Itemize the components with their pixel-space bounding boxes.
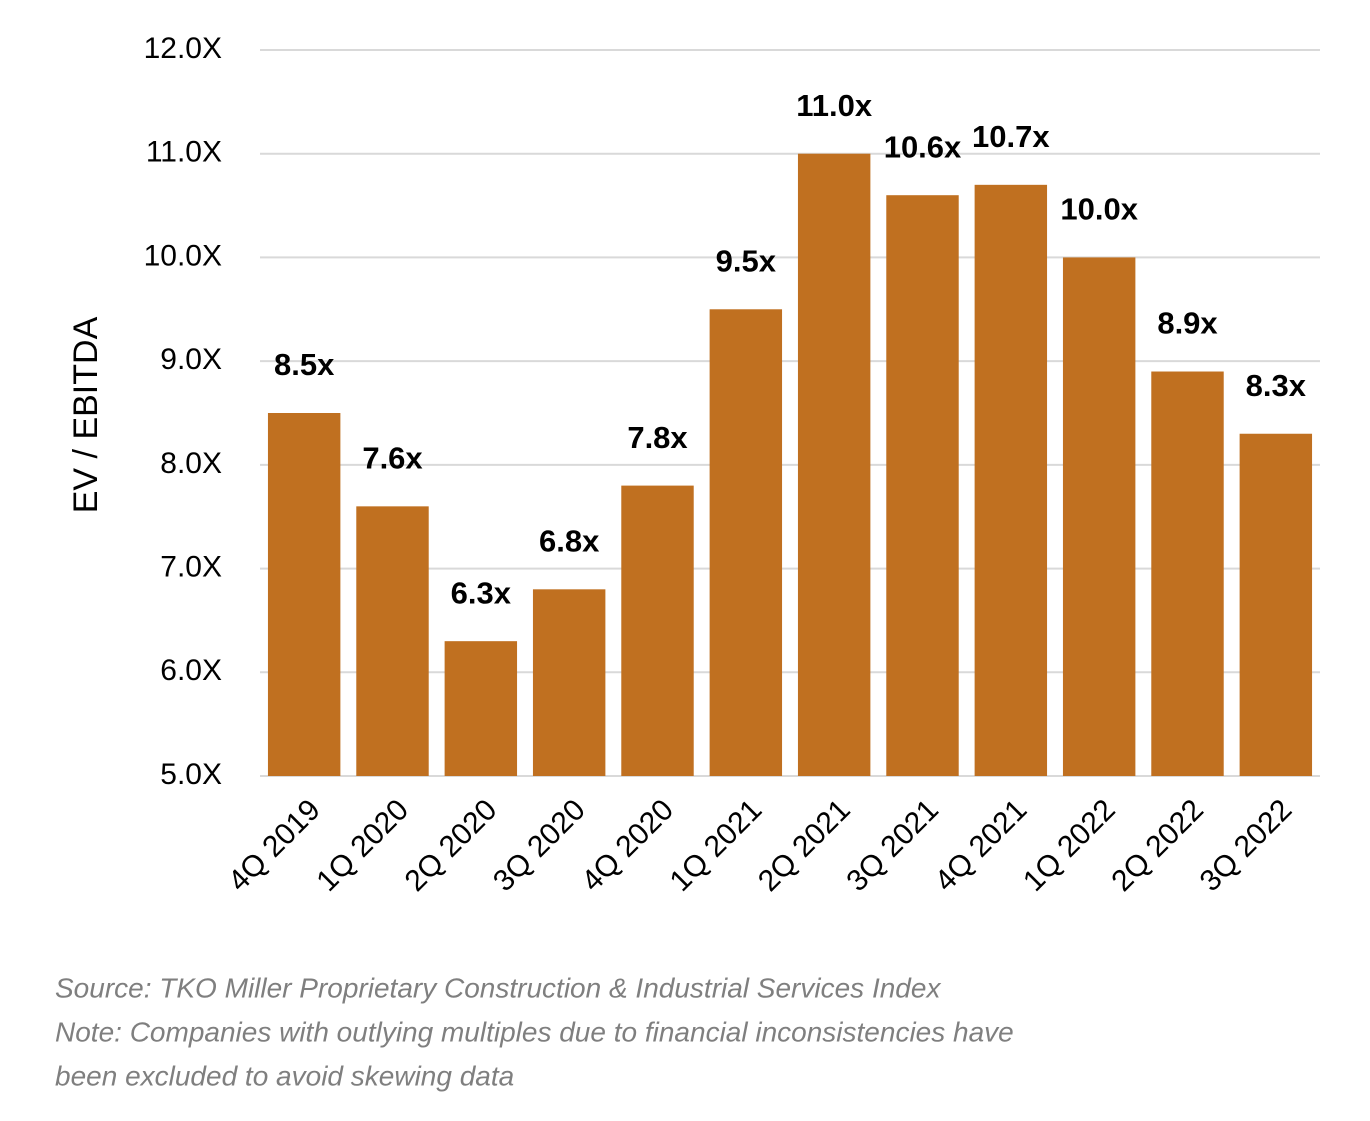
bar <box>356 506 429 776</box>
x-tick-label: 3Q 2020 <box>487 793 592 898</box>
x-tick-label: 1Q 2021 <box>664 793 769 898</box>
bar <box>532 589 606 776</box>
data-label: 6.8x <box>539 524 600 559</box>
y-tick-label: 5.0X <box>160 758 222 791</box>
x-tick-label: 2Q 2020 <box>399 793 504 898</box>
y-tick-label: 11.0X <box>146 136 222 169</box>
data-label: 8.3x <box>1246 368 1307 403</box>
y-tick-label: 7.0X <box>160 550 222 583</box>
y-tick-label: 12.0X <box>144 32 222 65</box>
bar <box>444 641 518 776</box>
x-tick-label: 2Q 2022 <box>1105 793 1210 898</box>
data-label: 10.0x <box>1060 192 1138 227</box>
data-label: 6.3x <box>451 575 512 610</box>
data-label: 9.5x <box>716 243 777 278</box>
bar <box>1239 433 1313 776</box>
x-tick-label: 3Q 2021 <box>840 793 945 898</box>
x-tick-label: 4Q 2020 <box>575 793 680 898</box>
x-tick-label: 3Q 2022 <box>1194 793 1299 898</box>
bar <box>267 413 341 776</box>
y-tick-label: 9.0X <box>160 343 222 376</box>
data-label: 7.8x <box>627 420 688 455</box>
bar <box>621 485 694 776</box>
data-label: 10.7x <box>972 119 1050 154</box>
x-tick-label: 4Q 2019 <box>222 793 327 898</box>
x-tick-label: 4Q 2021 <box>929 793 1034 898</box>
data-label: 11.0x <box>796 88 873 123</box>
data-label: 7.6x <box>362 441 423 476</box>
y-tick-label: 6.0X <box>160 654 222 687</box>
bar <box>797 153 871 776</box>
note: Note: Companies with outlying multiples … <box>55 1016 1014 1047</box>
x-tick-label: 1Q 2022 <box>1017 793 1122 898</box>
y-axis-title: EV / EBITDA <box>67 316 105 513</box>
x-tick-label: 2Q 2021 <box>752 793 857 898</box>
bar <box>974 184 1048 777</box>
bar <box>886 195 959 776</box>
bar <box>1062 257 1136 776</box>
data-label: 8.5x <box>274 347 335 382</box>
bar <box>709 309 783 776</box>
x-tick-label: 1Q 2020 <box>310 793 415 898</box>
y-tick-label: 10.0X <box>144 239 222 272</box>
data-label: 8.9x <box>1157 306 1218 341</box>
source-note: Source: TKO Miller Proprietary Construct… <box>55 972 941 1003</box>
note: been excluded to avoid skewing data <box>55 1060 514 1091</box>
data-label: 10.6x <box>884 129 962 164</box>
y-tick-label: 8.0X <box>160 447 222 480</box>
bar <box>1151 371 1224 776</box>
